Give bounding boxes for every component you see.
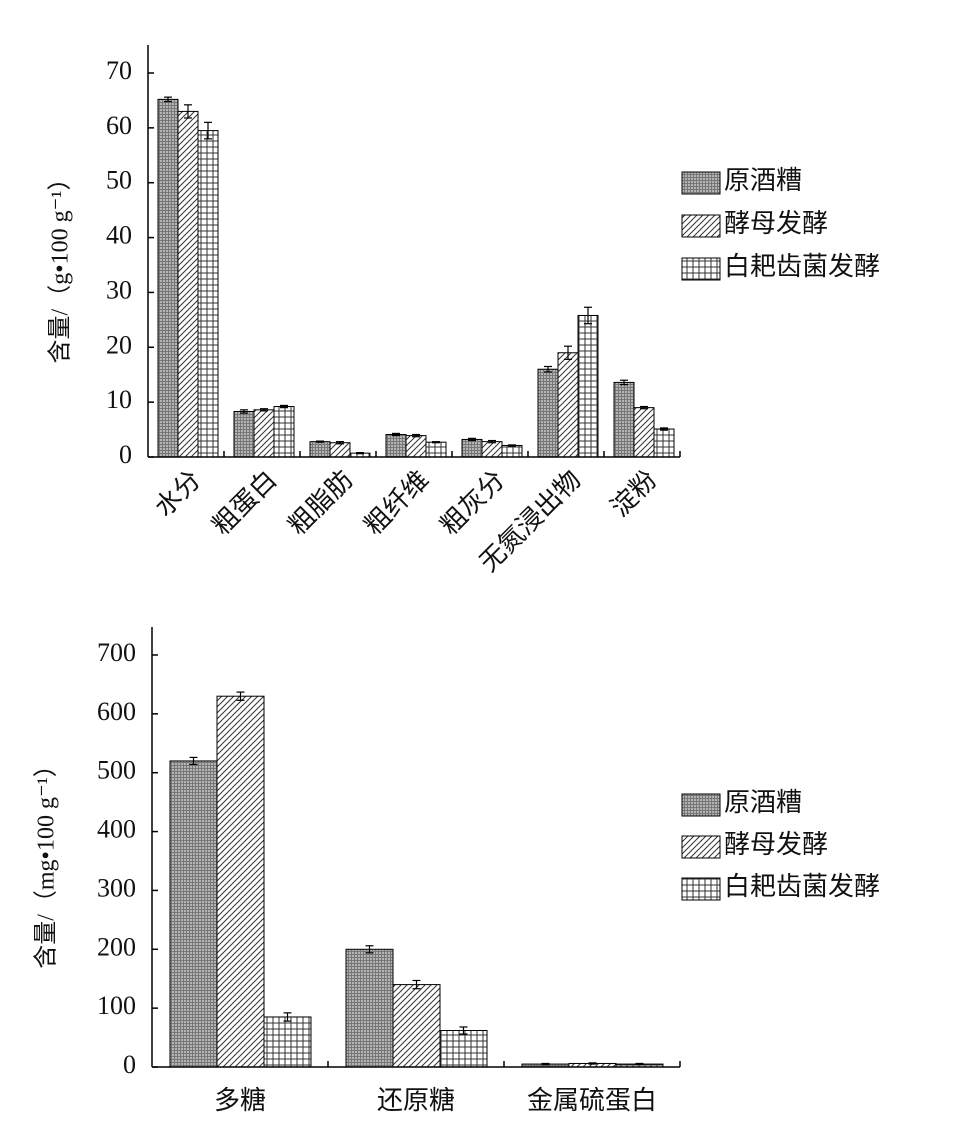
legend-swatch [681,793,721,817]
bar [345,948,394,1068]
y-tick-label: 200 [97,932,136,961]
y-tick-label: 30 [106,275,132,304]
x-tick-label: 粗纤维 [359,465,435,541]
x-tick-label: 还原糖 [377,1086,455,1115]
legend-label: 酵母发酵 [724,830,828,859]
legend-swatch [681,257,721,281]
bar [233,410,255,458]
y-tick-label: 20 [106,330,132,359]
bar [273,406,295,458]
legend-swatch [681,877,721,901]
x-tick-label: 粗蛋白 [207,465,283,541]
bar [577,314,599,458]
x-tick-label: 金属硫蛋白 [527,1086,657,1115]
y-tick-label: 10 [106,385,132,414]
legend-label: 原酒糟 [724,166,802,195]
y-tick-label: 40 [106,221,132,250]
bar [157,98,179,458]
y-tick-label: 0 [119,440,132,469]
bar [385,434,407,458]
legend-label: 原酒糟 [724,788,802,817]
bar [557,352,579,458]
bar [329,442,351,458]
bar [633,407,655,458]
y-tick-label: 700 [97,638,136,667]
y-tick-label: 100 [97,991,136,1020]
legend-label: 酵母发酵 [724,209,828,238]
x-tick-label: 水分 [149,465,206,522]
bar [309,441,331,458]
y-tick-label: 600 [97,697,136,726]
bar [425,441,447,458]
bar [501,444,523,458]
y-tick-label: 400 [97,815,136,844]
bar [461,438,483,458]
bar [613,381,635,458]
x-tick-label: 淀粉 [605,465,662,522]
y-axis-label: 含量/（g•100 g⁻¹） [47,167,74,364]
y-tick-label: 300 [97,873,136,902]
x-tick-label: 多糖 [214,1086,266,1115]
bar [216,695,265,1068]
y-tick-label: 60 [106,111,132,140]
bar [653,428,675,458]
y-tick-label: 500 [97,756,136,785]
y-tick-label: 50 [106,166,132,195]
legend-label: 白耙齿菌发酵 [724,872,880,901]
legend-swatch [681,835,721,859]
x-tick-label: 粗灰分 [435,465,511,541]
legend-swatch [681,214,721,238]
bar [439,1030,488,1068]
bar [253,409,275,458]
y-tick-label: 0 [123,1050,136,1079]
bar [169,760,218,1068]
bar [481,441,503,458]
bar [177,110,199,458]
bar [392,984,441,1068]
bar [263,1016,312,1068]
bar [537,368,559,458]
x-tick-label: 粗脂肪 [283,465,359,541]
bar [405,435,427,458]
legend-label: 白耙齿菌发酵 [724,252,880,281]
bar [197,130,219,458]
legend-swatch [681,171,721,195]
y-tick-label: 70 [106,56,132,85]
y-axis-label: 含量/（mg•100 g⁻¹） [33,753,60,969]
